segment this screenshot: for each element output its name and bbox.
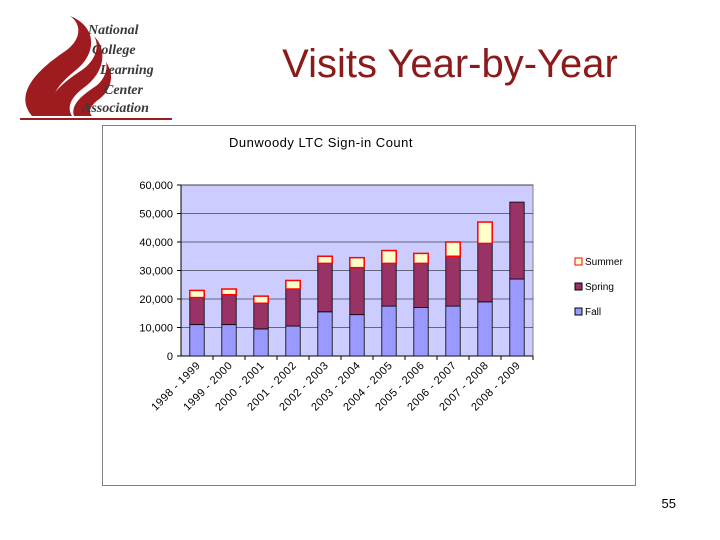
bar-summer bbox=[253, 295, 269, 305]
page-number: 55 bbox=[661, 496, 676, 511]
bar-fall bbox=[381, 305, 397, 357]
y-tick-label: 50,000 bbox=[139, 209, 173, 221]
bar-summer bbox=[445, 241, 461, 257]
logo-flame-small bbox=[73, 62, 112, 116]
logo-flame-inner bbox=[49, 36, 103, 116]
logo-line-center: Center bbox=[104, 83, 143, 98]
logo-line-learning: Learning bbox=[99, 63, 154, 78]
bar-summer bbox=[285, 279, 301, 290]
logo-line-national: National bbox=[87, 23, 139, 38]
legend-swatch-summer bbox=[574, 257, 583, 266]
slide-title: Visits Year-by-Year bbox=[282, 42, 618, 86]
legend-swatch-spring bbox=[574, 282, 583, 291]
bar-summer bbox=[221, 288, 237, 296]
bar-spring bbox=[445, 255, 461, 307]
bar-spring bbox=[381, 262, 397, 307]
bar-fall bbox=[189, 324, 205, 357]
bar-fall bbox=[509, 278, 525, 357]
bar-summer bbox=[349, 256, 365, 269]
logo-line-association: Association bbox=[81, 101, 149, 116]
bar-spring bbox=[221, 294, 237, 326]
chart-frame: Dunwoody LTC Sign-in Count 0 10,000 20,000… bbox=[102, 125, 636, 486]
bar-spring bbox=[253, 302, 269, 330]
y-tick-label: 60,000 bbox=[139, 180, 173, 192]
bar-summer bbox=[413, 252, 429, 265]
legend-label-fall: Fall bbox=[585, 307, 601, 318]
bar-fall bbox=[221, 324, 237, 357]
chart-title: Dunwoody LTC Sign-in Count bbox=[229, 135, 413, 150]
bar-spring bbox=[477, 243, 493, 303]
y-tick-label: 0 bbox=[167, 351, 173, 363]
bar-spring bbox=[317, 262, 333, 313]
y-tick-label: 40,000 bbox=[139, 237, 173, 249]
bar-spring bbox=[509, 201, 525, 280]
bar-spring bbox=[285, 288, 301, 327]
y-tick-label: 20,000 bbox=[139, 294, 173, 306]
legend-label-summer: Summer bbox=[585, 257, 623, 268]
bar-summer bbox=[189, 289, 205, 299]
y-tick-label: 30,000 bbox=[139, 266, 173, 278]
bar-summer bbox=[317, 255, 333, 265]
logo-flame-main bbox=[25, 16, 92, 116]
bar-fall bbox=[413, 307, 429, 357]
bar-spring bbox=[413, 262, 429, 308]
bar-fall bbox=[445, 305, 461, 357]
stacked-bar-chart: Dunwoody LTC Sign-in Count 0 10,000 20,000… bbox=[139, 135, 623, 414]
legend-swatch-fall bbox=[574, 307, 583, 316]
logo-graphic: National College Learning Center Associa… bbox=[20, 16, 172, 120]
bar-spring bbox=[189, 297, 205, 326]
legend-label-spring: Spring bbox=[585, 282, 614, 293]
bar-fall bbox=[285, 325, 301, 357]
bar-fall bbox=[349, 314, 365, 357]
bar-spring bbox=[349, 267, 365, 316]
y-tick-label: 10,000 bbox=[139, 323, 173, 335]
bar-fall bbox=[253, 328, 269, 357]
nclca-logo: National College Learning Center Associa… bbox=[12, 12, 178, 122]
bar-summer bbox=[477, 221, 493, 245]
bar-fall bbox=[477, 301, 493, 357]
logo-line-college: College bbox=[92, 43, 136, 58]
bar-summer bbox=[381, 249, 397, 265]
bar-fall bbox=[317, 311, 333, 357]
